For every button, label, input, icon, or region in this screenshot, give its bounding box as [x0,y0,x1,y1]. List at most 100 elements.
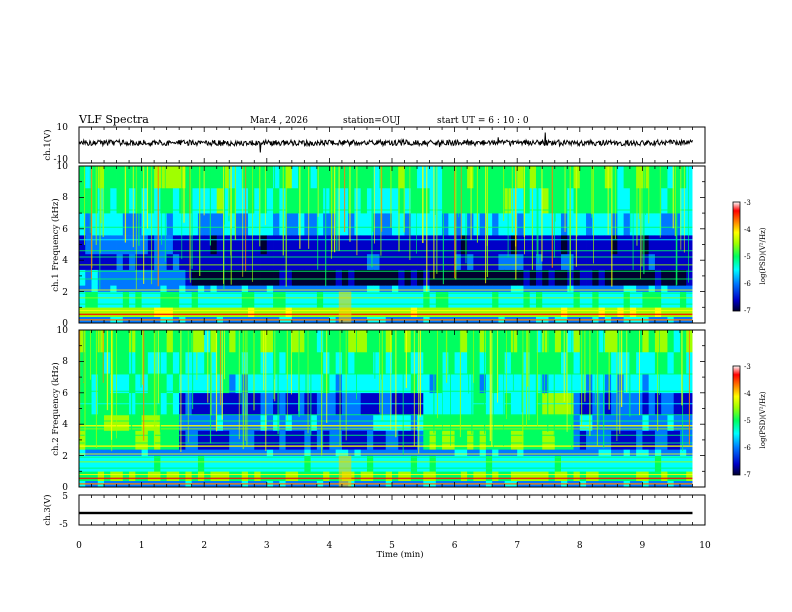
spectrogram-cell [298,471,305,482]
ch2-ytick-2: 2 [62,452,68,462]
spectrogram-cell [435,269,443,286]
spectrogram-cell [442,187,449,214]
spectrogram-cell [254,449,261,456]
spectrogram-cell [335,449,343,456]
spectrogram-cell [329,471,337,482]
spectrogram-cell [554,253,562,270]
spectrogram-cell [110,166,117,189]
spectrogram-cell [554,373,562,394]
spectrogram-cell [554,307,562,318]
spectrogram-cell [329,455,337,472]
spectrogram-cell [141,351,149,375]
spectrogram-cell [216,166,224,189]
spectrogram-cell [191,269,199,286]
spectrogram-cell [479,330,487,353]
spectrogram-cell [204,253,211,270]
spectrogram-cell [448,253,455,270]
spectrogram-cell [504,307,512,318]
spectrogram-cell [273,235,280,255]
spectrogram-cell [523,291,531,308]
spectrogram-cell [329,285,337,292]
spectrogram-cell [348,449,355,456]
spectrogram-cell [172,166,180,189]
spectrogram-cell [122,213,130,236]
ch2-spectrogram-panel: 10 8 6 4 2 0 ch.2 Frequency (kHz) -3 -4 … [50,326,767,493]
spectrogram-cell [135,430,142,450]
spectrogram-cell [417,414,424,431]
spectrogram-cell [260,307,268,318]
spectrogram-cell [191,430,199,450]
spectrogram-cell [110,253,117,270]
spectrogram-cell [448,285,455,292]
spectrogram-cell [586,269,593,286]
spectrogram-cell [548,373,556,394]
spectrogram-cell [285,291,293,308]
spectrogram-cell [379,414,387,431]
spectrogram-cell [366,187,374,214]
spectrogram-cell [517,455,524,472]
spectrogram-cell [85,213,92,236]
spectrogram-cell [517,373,524,394]
spectrogram-cell [535,430,543,450]
spectrogram-cell [379,455,387,472]
spectrogram-cell [567,330,574,353]
spectrogram-cell [392,166,399,189]
spectrogram-cell [673,307,681,318]
spectrogram-cell [542,373,549,394]
spectrogram-cell [485,269,493,286]
spectrogram-cell [191,449,199,456]
spectrogram-cell [122,455,130,472]
spectrogram-cell [573,449,581,456]
spectrogram-cell [479,213,487,236]
spectrogram-cell [611,471,618,482]
spectrogram-cell [273,471,280,482]
spectrogram-cell [404,235,412,255]
spectrogram-cell [172,187,180,214]
spectrogram-cell [154,213,161,236]
spectrogram-cell [279,455,286,472]
spectrogram-cell [604,291,612,308]
spectrogram-cell [654,235,662,255]
spectrogram-cell [154,373,161,394]
spectrogram-cell [210,330,218,353]
spectrogram-cell [222,414,230,431]
spectrogram-cell [166,269,174,286]
spectrogram-cell [417,166,424,189]
spectrogram-cell [542,269,549,286]
spectrogram-cell [110,213,117,236]
spectrogram-cell [266,166,274,189]
spectrogram-cell [254,291,261,308]
spectrogram-cell [673,430,681,450]
spectrogram-cell [366,414,374,431]
spectrogram-cell [154,449,161,456]
spectrogram-cell [410,307,418,318]
spectrogram-cell [154,307,161,318]
spectrogram-cell [122,166,130,189]
spectrogram-cell [204,235,211,255]
spectrogram-cell [279,285,286,292]
spectrogram-cell [191,187,199,214]
spectrogram-cell [379,285,387,292]
spectrogram-cell [492,330,499,353]
spectrogram-cell [116,285,124,292]
spectrogram-cell [79,449,86,456]
spectrogram-cell [129,285,136,292]
spectrogram-cell [636,471,643,482]
spectrogram-cell [104,307,111,318]
spectrogram-cell [179,414,186,431]
spectrogram-cell [160,455,168,472]
spectrogram-cell [548,449,556,456]
spectrogram-cell [561,471,568,482]
spectrogram-cell [410,253,418,270]
spectrogram-cell [135,471,142,482]
spectrogram-cell [542,471,549,482]
spectrogram-cell [661,373,668,394]
spectrogram-cell [604,414,612,431]
spectrogram-cell [260,449,268,456]
spectrogram-cell [97,351,105,375]
spectrogram-cell [160,187,168,214]
spectrogram-cell [197,253,205,270]
spectrogram-cell [160,471,168,482]
spectrogram-cell [229,449,236,456]
